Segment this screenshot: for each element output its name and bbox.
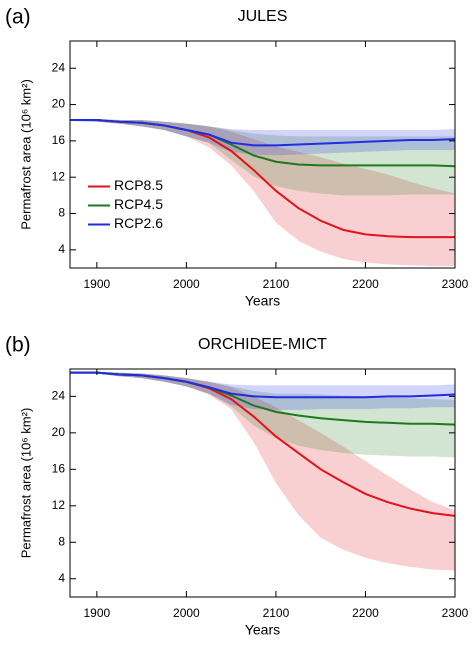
y-tick-label: 12 xyxy=(52,169,66,183)
y-tick-label: 20 xyxy=(52,97,66,111)
x-tick-label: 2300 xyxy=(442,606,469,620)
plot-frame xyxy=(69,368,456,598)
y-tick-label: 16 xyxy=(52,133,66,147)
panel-label: (b) xyxy=(5,334,31,357)
x-tick-label: 2200 xyxy=(352,277,379,291)
y-tick-label: 24 xyxy=(52,60,66,74)
uncertainty-band xyxy=(70,371,455,411)
x-tick-label: 1900 xyxy=(84,277,111,291)
uncertainty-band xyxy=(70,371,455,571)
x-tick-label: 1900 xyxy=(84,606,111,620)
legend-label: RCP2.6 xyxy=(114,215,163,231)
x-tick-label: 2100 xyxy=(263,277,290,291)
y-tick-label: 8 xyxy=(58,206,65,220)
x-tick-label: 2000 xyxy=(173,277,200,291)
uncertainty-band xyxy=(70,119,455,267)
y-tick-label: 20 xyxy=(52,425,66,439)
legend-label: RCP4.5 xyxy=(114,196,163,212)
y-axis-label: Permafrost area (10⁶ km²) xyxy=(18,79,33,230)
x-axis-label: Years xyxy=(245,622,280,638)
x-axis-label: Years xyxy=(245,293,280,309)
x-tick-label: 2200 xyxy=(352,606,379,620)
x-tick-label: 2000 xyxy=(173,606,200,620)
y-tick-label: 24 xyxy=(52,389,66,403)
y-axis-label: Permafrost area (10⁶ km²) xyxy=(18,408,33,559)
series-line xyxy=(70,371,456,399)
chart-title: JULES xyxy=(238,8,288,25)
y-tick-label: 12 xyxy=(52,498,66,512)
panel-label: (a) xyxy=(5,6,31,29)
uncertainty-band xyxy=(70,119,455,156)
legend-label: RCP8.5 xyxy=(114,177,163,193)
y-tick-label: 4 xyxy=(58,242,65,256)
y-tick-label: 8 xyxy=(58,534,65,548)
x-tick-label: 2300 xyxy=(442,277,469,291)
plot-frame xyxy=(69,40,456,269)
chart-title: ORCHIDEE-MICT xyxy=(198,336,327,353)
y-tick-label: 4 xyxy=(58,571,65,585)
series-line xyxy=(70,118,456,147)
y-tick-label: 16 xyxy=(52,461,66,475)
uncertainty-band xyxy=(70,371,455,458)
x-tick-label: 2100 xyxy=(263,606,290,620)
